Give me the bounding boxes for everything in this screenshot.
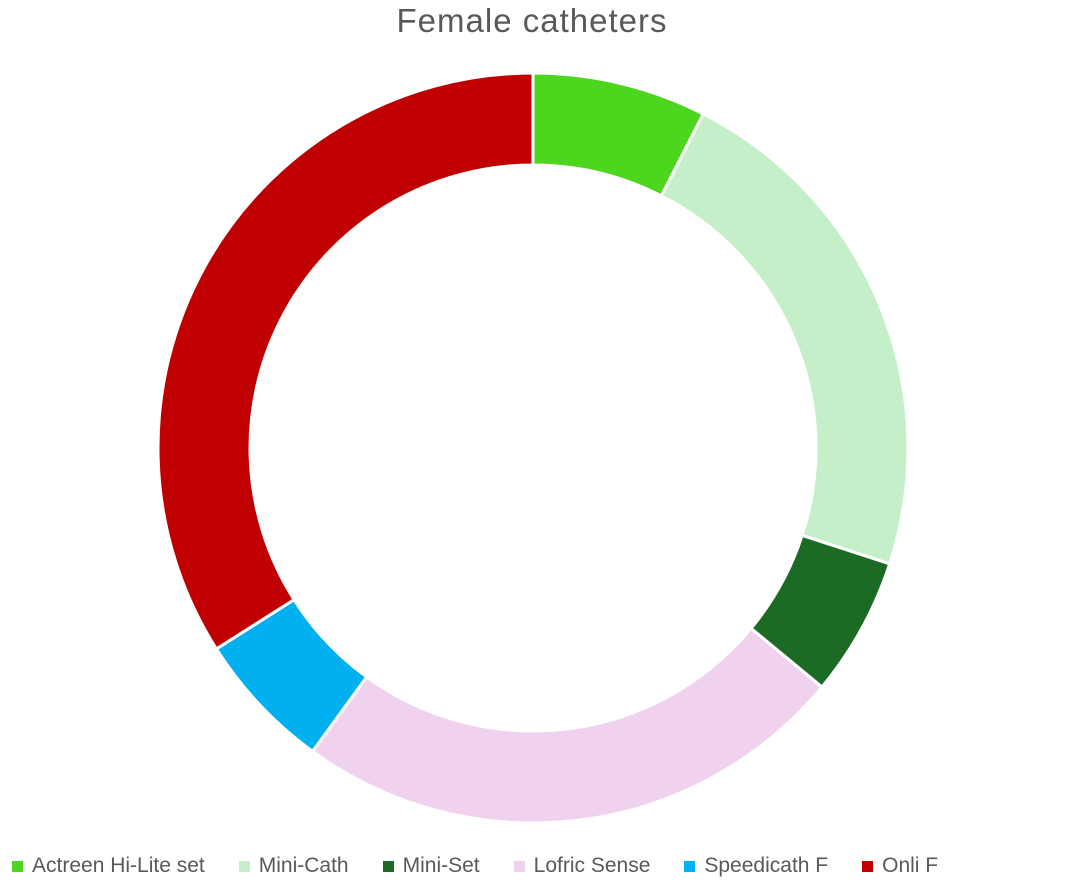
slice-onli-f	[156, 71, 535, 652]
legend-label: Onli F	[882, 854, 939, 877]
legend-swatch	[684, 860, 696, 872]
legend-swatch	[862, 860, 874, 872]
legend-item-actreen-hi-lite-set: Actreen Hi-Lite set	[12, 854, 205, 878]
legend-item-lofric-sense: Lofric Sense	[513, 854, 651, 878]
legend-item-mini-cath: Mini-Cath	[238, 854, 349, 878]
legend-label: Speedicath F	[704, 854, 829, 877]
legend-swatch	[238, 860, 250, 872]
slice-mini-cath	[659, 111, 910, 566]
legend-label: Lofric Sense	[533, 854, 651, 877]
legend-swatch	[12, 860, 23, 872]
legend-label: Mini-Cath	[258, 854, 349, 877]
slice-lofric-sense	[310, 626, 825, 825]
legend-label: Mini-Set	[402, 854, 480, 877]
legend-item-mini-set: Mini-Set	[382, 854, 480, 878]
chart-legend: Actreen Hi-Lite set Mini-Cath Mini-Set Lofr…	[0, 851, 1080, 881]
chart-title: Female catheters	[396, 2, 668, 39]
legend-label: Actreen Hi-Lite set	[32, 854, 205, 877]
legend-item-onli-f: Onli F	[862, 854, 938, 878]
legend-swatch	[382, 860, 394, 872]
donut-slices	[156, 71, 910, 825]
legend-swatch	[513, 860, 525, 872]
legend-item-speedicath-f: Speedicath F	[684, 854, 828, 878]
